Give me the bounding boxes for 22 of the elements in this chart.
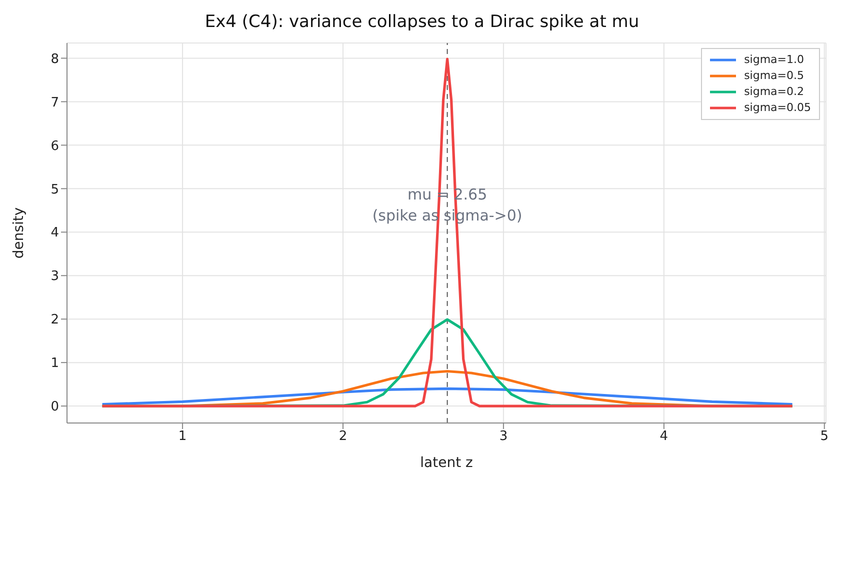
- y-tick-label: 2: [50, 312, 59, 328]
- chart-title: Ex4 (C4): variance collapses to a Dirac spike at mu: [204, 12, 640, 32]
- legend-label: sigma=0.5: [744, 68, 804, 84]
- y-tick-label: 5: [50, 182, 59, 198]
- x-tick-label: 4: [660, 429, 668, 444]
- y-tick-label: 3: [50, 269, 59, 284]
- x-tick-label: 5: [820, 429, 829, 444]
- x-axis-title: latent z: [420, 455, 473, 471]
- x-tick-label: 2: [338, 429, 348, 444]
- y-axis-title: density: [10, 207, 27, 259]
- y-tick-label: 7: [50, 95, 59, 110]
- x-tick-label: 1: [178, 429, 187, 444]
- legend-label: sigma=1.0: [744, 52, 804, 68]
- y-tick-label: 8: [50, 52, 59, 67]
- y-tick-label: 1: [50, 356, 59, 372]
- legend-label: sigma=0.05: [744, 100, 811, 116]
- line-series: [101, 387, 794, 406]
- legend-label: sigma=0.2: [744, 84, 804, 100]
- y-tick-label: 6: [50, 138, 59, 154]
- y-tick-label: 0: [50, 400, 59, 415]
- x-tick-label: 3: [499, 429, 508, 444]
- y-tick-label: 4: [50, 226, 59, 241]
